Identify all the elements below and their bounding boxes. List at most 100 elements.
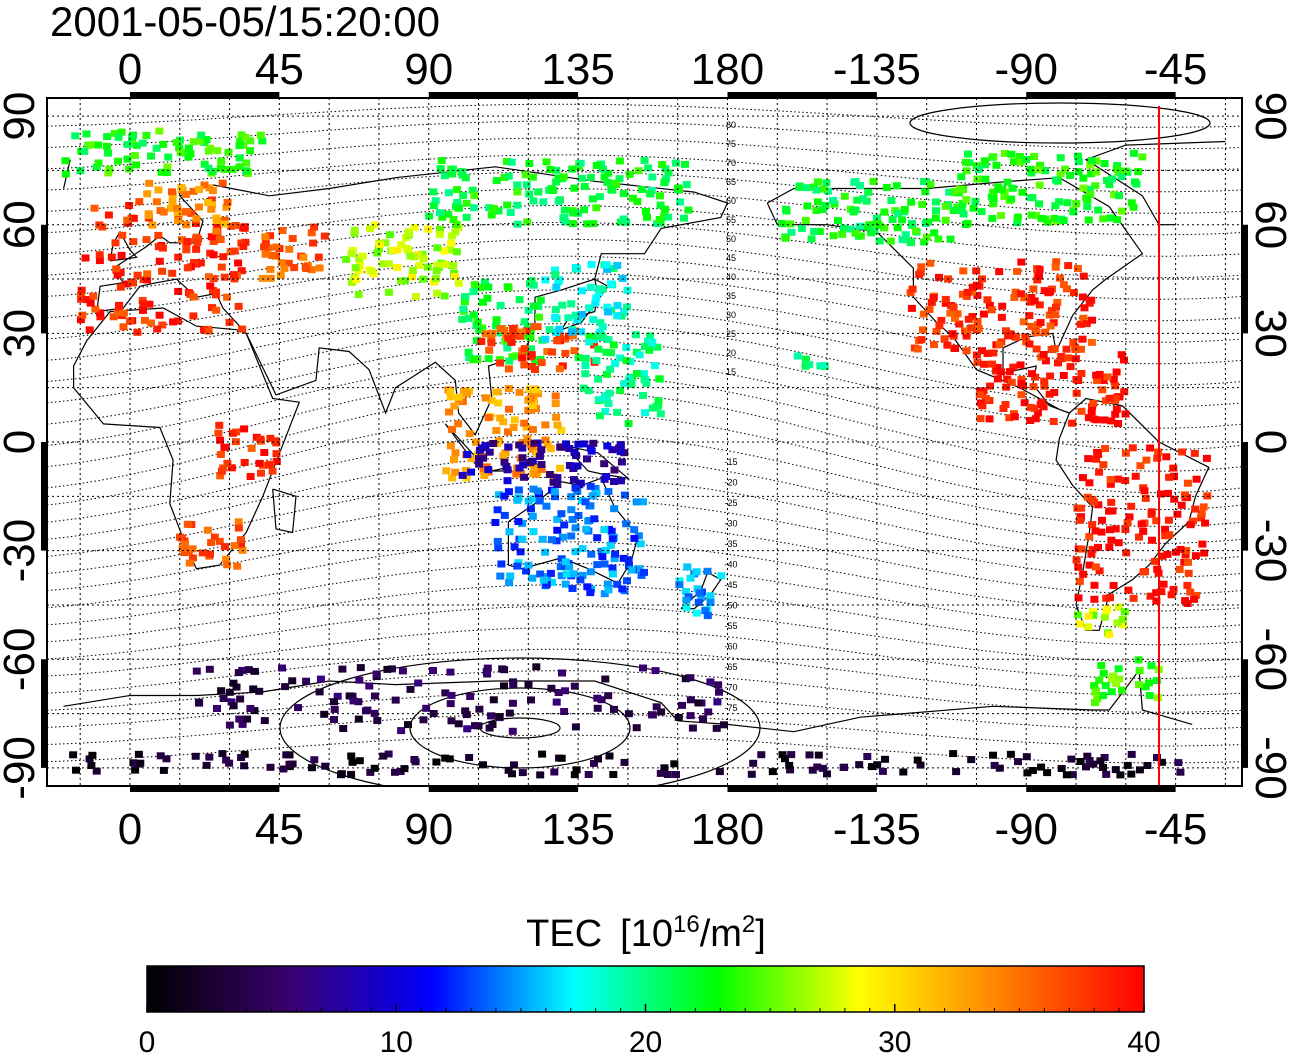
tec-cell xyxy=(220,543,229,551)
tec-cell xyxy=(610,466,619,474)
tec-cell xyxy=(656,201,665,209)
tec-cell xyxy=(525,385,534,393)
tec-cell xyxy=(241,134,250,141)
tec-cell xyxy=(147,319,156,327)
tec-cell xyxy=(1028,767,1037,774)
tec-cell xyxy=(458,398,467,406)
tec-cell xyxy=(664,169,673,177)
tec-cell xyxy=(983,350,992,357)
tec-cell xyxy=(1087,157,1096,165)
tec-cell xyxy=(1169,585,1178,593)
tec-cell xyxy=(246,705,255,712)
tec-cell xyxy=(518,354,527,362)
tec-cell xyxy=(541,335,550,343)
contour-label: 20 xyxy=(726,348,736,358)
tec-cell xyxy=(204,164,213,172)
tec-cell xyxy=(1018,188,1027,196)
tec-cell xyxy=(181,540,190,548)
tec-cell xyxy=(941,202,950,210)
tec-cell xyxy=(585,332,594,340)
tec-cell xyxy=(192,215,201,223)
tec-cell xyxy=(156,752,165,760)
contour-label: -65 xyxy=(724,662,737,672)
tec-cell xyxy=(555,333,564,340)
tec-cell xyxy=(250,667,259,675)
tec-cell xyxy=(529,302,538,310)
tec-cell xyxy=(177,184,186,191)
tec-cell xyxy=(541,276,550,284)
tec-cell xyxy=(660,764,669,772)
tec-cell xyxy=(229,271,238,279)
tec-cell xyxy=(1153,454,1162,462)
tec-cell xyxy=(646,190,655,198)
tec-cell xyxy=(489,440,498,447)
tec-cell xyxy=(431,197,440,205)
tec-cell xyxy=(314,253,323,261)
tec-cell xyxy=(1092,168,1101,176)
tec-cell xyxy=(206,550,214,558)
tec-cell xyxy=(224,148,233,156)
tec-cell xyxy=(1002,383,1011,391)
tec-cell xyxy=(432,267,441,275)
tec-cell xyxy=(623,303,631,311)
tec-cell xyxy=(620,758,629,766)
tec-cell xyxy=(927,298,936,306)
tec-cell xyxy=(266,434,275,442)
tec-cell xyxy=(565,462,574,469)
tec-cell xyxy=(320,710,329,718)
tec-cell xyxy=(952,768,961,776)
tec-cell xyxy=(96,313,105,321)
tec-cell xyxy=(1050,214,1059,222)
tec-cell xyxy=(1138,153,1147,161)
tec-cell xyxy=(227,464,236,472)
tec-cell xyxy=(464,314,473,322)
tec-cell xyxy=(1087,408,1096,416)
tec-cell xyxy=(801,216,810,224)
tec-cell xyxy=(384,288,393,296)
tec-cell xyxy=(617,458,626,466)
tec-cell xyxy=(445,246,454,254)
colorbar-unit-mid: /m xyxy=(700,913,742,955)
tec-cell xyxy=(437,157,446,164)
tec-cell xyxy=(183,238,192,245)
tec-cell xyxy=(829,197,838,204)
tec-cell xyxy=(995,764,1004,772)
tec-cell xyxy=(128,134,136,141)
tec-cell xyxy=(365,682,374,690)
tec-cell xyxy=(1118,207,1127,215)
tec-cell xyxy=(1039,403,1048,411)
tec-cell xyxy=(272,450,281,458)
tec-cell xyxy=(168,188,176,196)
tec-cell xyxy=(551,313,560,321)
tec-cell xyxy=(661,205,669,213)
tec-cell xyxy=(1105,543,1114,551)
tec-cell xyxy=(508,727,517,735)
tec-cell xyxy=(231,438,240,446)
tec-cell xyxy=(586,502,595,510)
tec-cell xyxy=(568,165,577,173)
tec-cell xyxy=(585,304,594,312)
tec-cell xyxy=(651,667,660,675)
tec-cell xyxy=(212,227,221,235)
tec-cell xyxy=(553,515,562,523)
contour-label: -35 xyxy=(724,539,737,549)
tec-cell xyxy=(1092,157,1100,165)
tec-cell xyxy=(240,762,249,770)
tec-cell xyxy=(178,545,187,553)
tec-cell xyxy=(840,224,848,232)
tec-cell xyxy=(215,537,224,545)
tec-cell xyxy=(547,684,556,692)
tec-cell xyxy=(1184,558,1192,566)
tec-cell xyxy=(546,569,555,577)
tec-cell xyxy=(682,596,691,604)
tec-cell xyxy=(142,131,151,139)
tec-cell xyxy=(112,265,121,273)
tec-cell xyxy=(285,245,294,253)
tec-cell xyxy=(506,572,515,580)
tec-cell xyxy=(604,525,613,533)
tec-cell xyxy=(918,200,927,208)
tec-cell xyxy=(657,708,666,716)
tec-cell xyxy=(266,232,275,240)
tec-cell xyxy=(592,294,601,302)
